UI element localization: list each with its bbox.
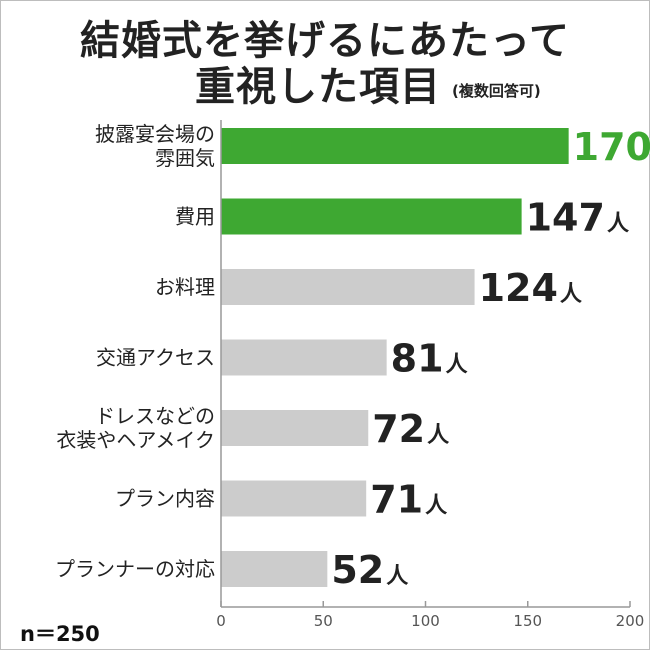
x-tick-label-3: 150 (513, 612, 542, 630)
value-unit-5: 人 (425, 494, 447, 519)
chart-title-line2: 重視した項目 (195, 64, 441, 110)
bar-4 (221, 410, 369, 446)
value-number-0: 170 (573, 125, 650, 169)
value-unit-2: 人 (560, 282, 582, 307)
value-label-5: 71人 (370, 478, 447, 522)
category-label-0-1: 雰囲気 (155, 146, 215, 170)
x-tick-label-0: 0 (216, 612, 226, 630)
category-label-0-0: 披露宴会場の (95, 122, 215, 146)
value-number-1: 147 (526, 196, 605, 240)
value-unit-4: 人 (427, 423, 449, 448)
category-label-6-0: プランナーの対応 (55, 557, 215, 581)
value-number-6: 52 (331, 548, 384, 592)
x-tick-label-4: 200 (616, 612, 645, 630)
value-label-1: 147人 (526, 196, 629, 240)
value-number-4: 72 (372, 407, 425, 451)
bar-2 (221, 269, 475, 305)
value-label-3: 81人 (391, 337, 468, 381)
category-label-4-0: ドレスなどの (95, 404, 215, 428)
value-label-2: 124人 (479, 266, 582, 310)
value-unit-6: 人 (386, 564, 408, 589)
value-number-2: 124 (479, 266, 558, 310)
value-label-0: 170人 (573, 125, 650, 169)
bar-3 (221, 339, 387, 376)
x-tick-label-2: 100 (411, 612, 440, 630)
chart-title-line1: 結婚式を挙げるにあたって (80, 18, 570, 64)
bar-6 (221, 551, 328, 587)
x-tick-label-1: 50 (314, 612, 333, 630)
bar-0 (221, 128, 569, 164)
sample-size-note: n＝250 (20, 622, 100, 646)
category-label-1-0: 費用 (175, 205, 215, 229)
category-label-5-0: プラン内容 (115, 487, 215, 511)
category-label-4-1: 衣装やヘアメイク (56, 428, 215, 452)
value-number-5: 71 (370, 478, 423, 522)
value-unit-1: 人 (607, 212, 629, 237)
chart-subtitle: (複数回答可) (452, 82, 541, 100)
value-number-3: 81 (391, 337, 444, 381)
category-label-2-0: お料理 (155, 275, 215, 299)
value-unit-3: 人 (446, 353, 468, 378)
bar-1 (221, 198, 522, 235)
value-label-4: 72人 (372, 407, 449, 451)
category-label-3-0: 交通アクセス (96, 346, 215, 370)
value-label-6: 52人 (331, 548, 408, 592)
bar-5 (221, 480, 367, 517)
